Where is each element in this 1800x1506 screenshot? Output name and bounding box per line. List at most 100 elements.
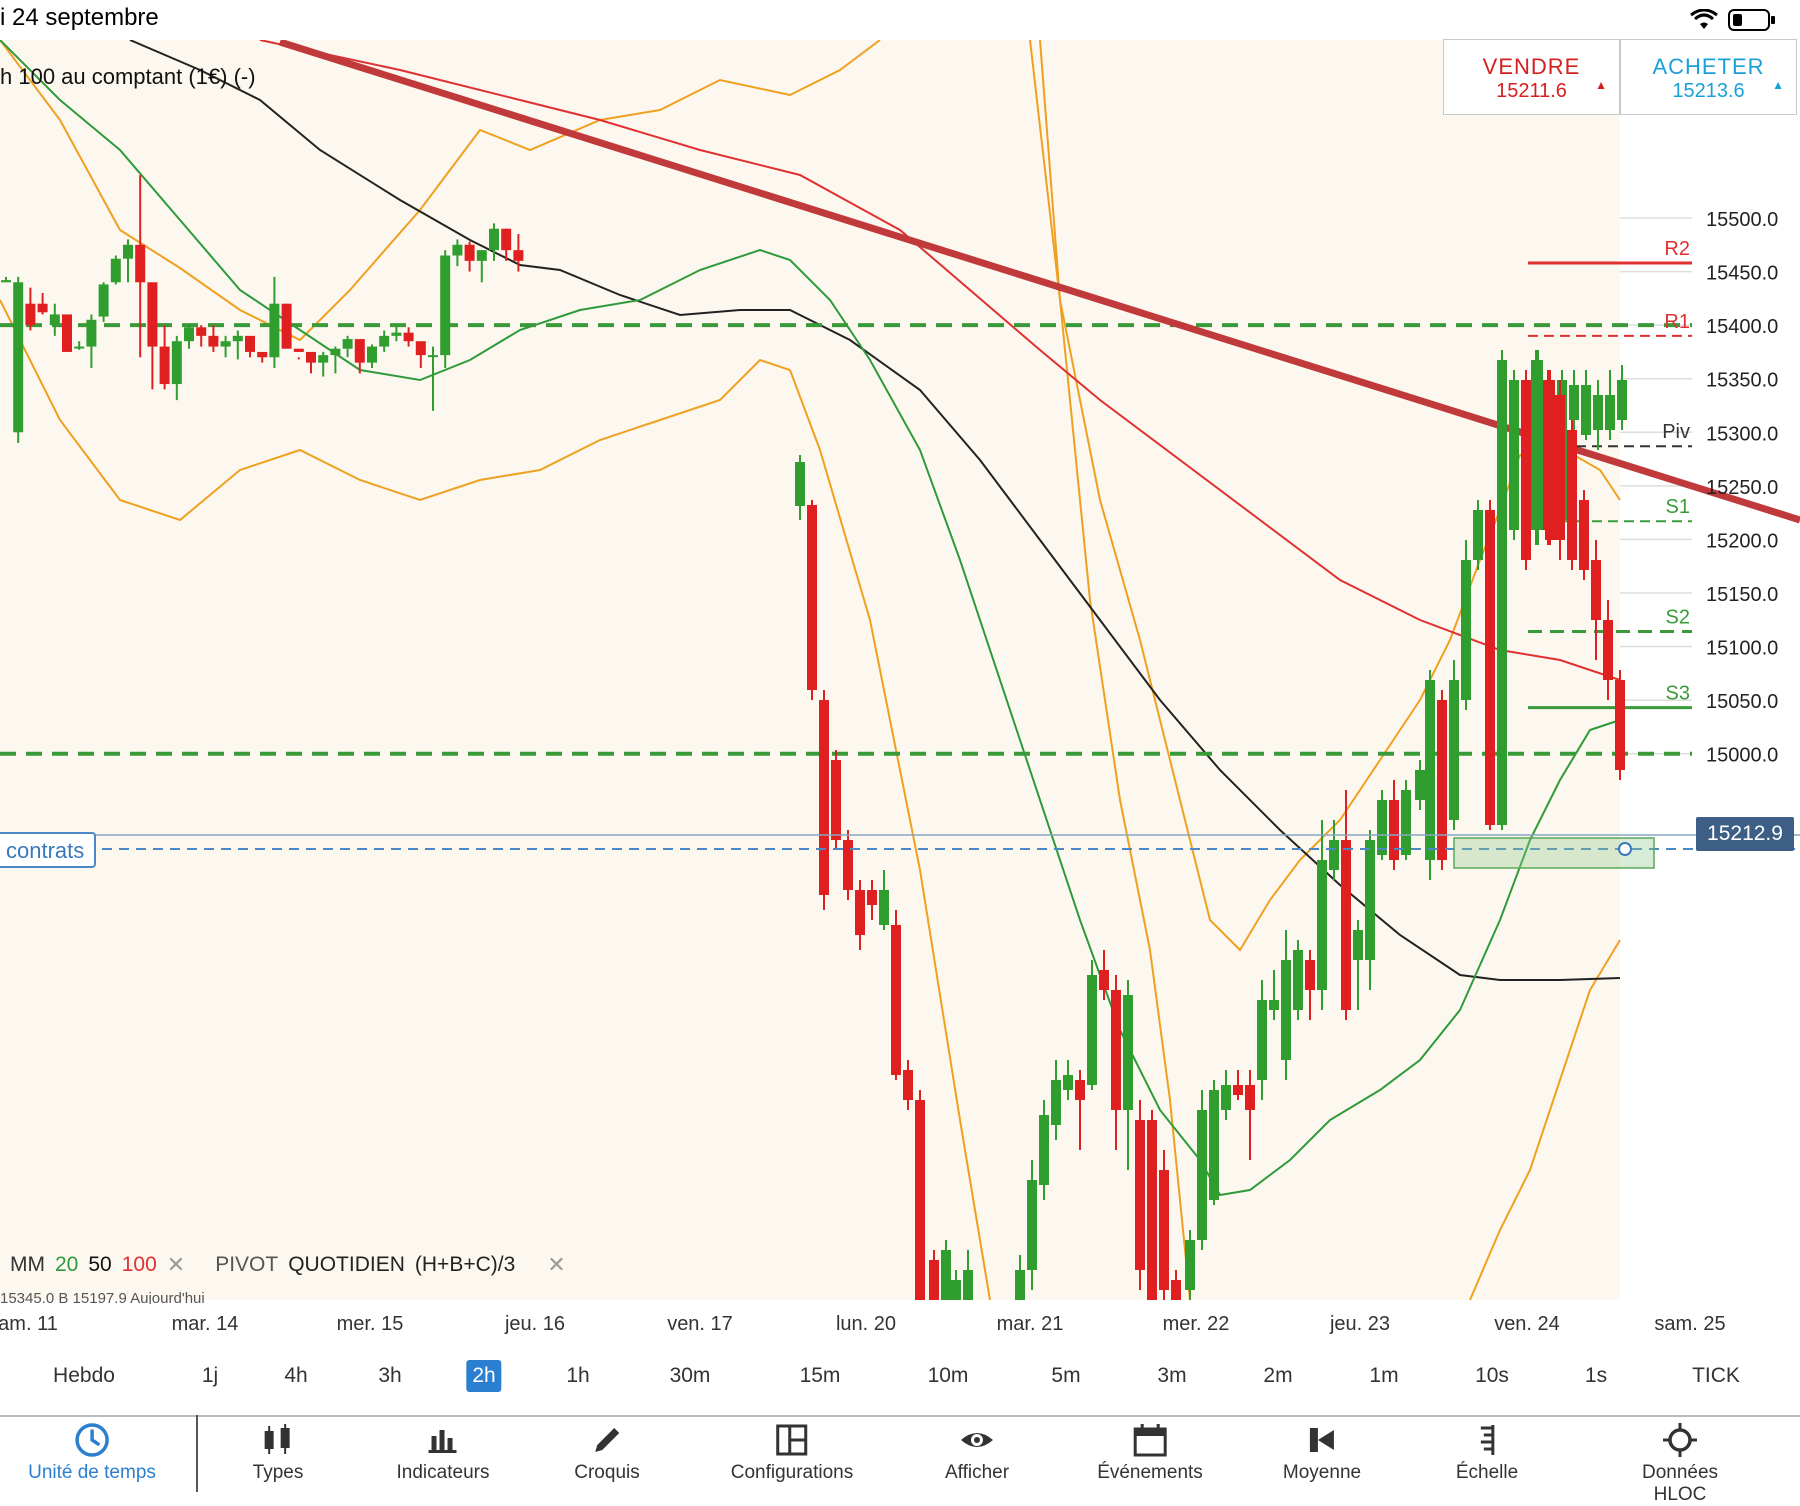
date-axis-label: lun. 20 — [836, 1313, 896, 1335]
remove-pivot-icon[interactable]: ✕ — [547, 1252, 566, 1277]
pivot-label-s2: S2 — [1666, 607, 1690, 629]
candle-body — [1015, 1270, 1025, 1300]
candle-body — [1075, 1080, 1085, 1100]
candle-body — [440, 255, 451, 356]
timeframe-hebdo[interactable]: Hebdo — [53, 1364, 115, 1387]
candles-icon — [260, 1422, 296, 1458]
toolbar-clock-button[interactable]: Unité de temps — [28, 1422, 156, 1484]
timeframe-tick[interactable]: TICK — [1692, 1364, 1740, 1387]
bollinger-lower-2 — [1039, 40, 1191, 1301]
toolbar-scale-button[interactable]: Échelle — [1456, 1422, 1518, 1484]
candle-body — [1051, 1080, 1061, 1125]
eye-icon — [959, 1422, 995, 1458]
candle-body — [232, 335, 243, 342]
order-handle — [1618, 842, 1632, 856]
price-axis-label: 15450.0 — [1706, 263, 1778, 285]
candle-body — [464, 244, 475, 261]
timeframe-1j[interactable]: 1j — [201, 1364, 219, 1387]
candle-body — [1159, 1170, 1169, 1290]
candle-body — [1, 280, 11, 283]
date-axis-label: mer. 15 — [337, 1313, 404, 1335]
candle-body — [415, 341, 426, 356]
toolbar-pencil-button[interactable]: Croquis — [574, 1422, 640, 1484]
candle-body — [1593, 395, 1603, 430]
legend-pivot-period: QUOTIDIEN — [288, 1253, 405, 1276]
timeframe-3m[interactable]: 3m — [1157, 1364, 1187, 1387]
candle-body — [1591, 560, 1601, 620]
toolbar-calendar-button[interactable]: Événements — [1097, 1422, 1203, 1484]
candle-body — [1567, 430, 1577, 560]
timeframe-1m[interactable]: 1m — [1369, 1364, 1399, 1387]
buy-button[interactable]: ACHETER 15213.6 ▲ — [1620, 39, 1797, 115]
candle-body — [293, 348, 304, 352]
timeframe-15m[interactable]: 15m — [799, 1364, 841, 1387]
status-time: i 24 septembre — [0, 4, 159, 31]
toolbar-label: Afficher — [944, 1462, 1010, 1483]
candle-body — [1063, 1075, 1073, 1090]
up-arrow-icon: ▲ — [1772, 78, 1784, 92]
candle-body — [269, 303, 280, 358]
timeframe-30m[interactable]: 30m — [669, 1364, 711, 1387]
remove-mm-icon[interactable]: ✕ — [166, 1252, 186, 1277]
price-chart[interactable]: R2 R1 Piv S1 S2 S3 15500.0 15450.0 15400.0 15350.… — [0, 40, 1800, 1352]
candle-body — [1579, 500, 1589, 570]
candle-body — [1581, 385, 1591, 435]
candle-body — [354, 339, 365, 363]
candle-body — [1615, 680, 1625, 770]
candle-body — [1293, 950, 1303, 1010]
sell-price: 15211.6 — [1496, 80, 1567, 102]
timeframe-3h[interactable]: 3h — [378, 1364, 402, 1387]
candle-body — [963, 1270, 973, 1300]
toolbar-crosshair-button[interactable]: Données HLOC — [1620, 1422, 1740, 1506]
date-axis-label: am. 11 — [0, 1313, 58, 1335]
current-price-tag: 15212.9 — [1696, 817, 1794, 851]
timeframe-2m[interactable]: 2m — [1263, 1364, 1293, 1387]
status-icons — [1690, 8, 1776, 32]
average-icon — [1304, 1422, 1340, 1458]
candle-body — [74, 346, 85, 349]
pivot-label-s1: S1 — [1666, 496, 1690, 518]
timeframe-4h[interactable]: 4h — [284, 1364, 308, 1387]
candle-body — [281, 303, 292, 349]
candle-body — [903, 1070, 913, 1100]
pivot-label-r1: R1 — [1664, 311, 1690, 333]
timeframe-10m[interactable]: 10m — [927, 1364, 969, 1387]
candle-body — [891, 925, 901, 1075]
timeframe-5m[interactable]: 5m — [1051, 1364, 1081, 1387]
candle-body — [306, 351, 316, 363]
scale-icon — [1469, 1422, 1505, 1458]
timeframe-2h[interactable]: 2h — [466, 1360, 502, 1392]
candle-body — [159, 346, 170, 385]
toolbar-divider — [196, 1415, 198, 1492]
toolbar-label: Configurations — [730, 1462, 854, 1483]
timeframe-10s[interactable]: 10s — [1475, 1364, 1509, 1387]
candle-body — [330, 348, 341, 356]
toolbar-eye-button[interactable]: Afficher — [945, 1422, 1009, 1484]
sell-button[interactable]: VENDRE 15211.6 ▲ — [1443, 39, 1620, 115]
candle-body — [941, 1250, 951, 1300]
candle-body — [1257, 1000, 1267, 1080]
candle-body — [951, 1280, 961, 1300]
candle-body — [879, 890, 889, 925]
toolbar-candles-button[interactable]: Types — [253, 1422, 303, 1484]
legend-values: 15345.0 B 15197.9 Aujourd'hui — [0, 1290, 205, 1304]
candle-body — [1147, 1120, 1157, 1300]
candle-body — [501, 228, 512, 251]
timeframe-1h[interactable]: 1h — [566, 1364, 590, 1387]
legend-mm20: 20 — [55, 1253, 79, 1276]
candle-body — [1531, 360, 1541, 530]
buy-price: 15213.6 — [1672, 80, 1745, 102]
ma50-line — [129, 40, 1621, 981]
timeframe-1s[interactable]: 1s — [1584, 1364, 1608, 1387]
toolbar-layout-button[interactable]: Configurations — [730, 1422, 854, 1484]
legend-mm: MM — [10, 1253, 45, 1276]
price-axis-label: 15250.0 — [1706, 477, 1778, 499]
contracts-order-label[interactable]: contrats — [0, 832, 96, 868]
toolbar-bar-chart-button[interactable]: Indicateurs — [397, 1422, 489, 1484]
candle-body — [1555, 395, 1565, 540]
price-axis-label: 15500.0 — [1706, 209, 1778, 231]
toolbar-average-button[interactable]: Moyenne — [1283, 1422, 1361, 1484]
pivot-label-piv: Piv — [1662, 421, 1690, 443]
price-axis-label: 15300.0 — [1706, 423, 1778, 445]
candle-body — [1245, 1085, 1255, 1110]
